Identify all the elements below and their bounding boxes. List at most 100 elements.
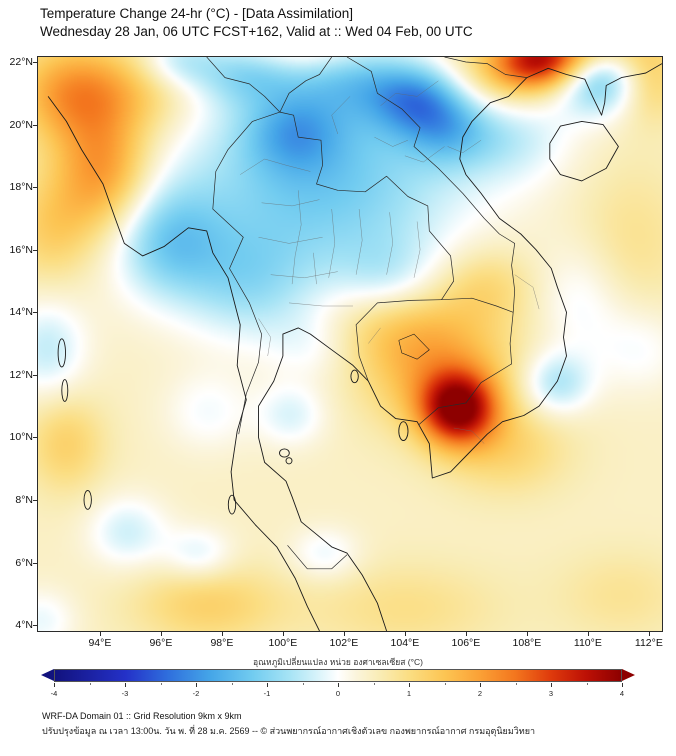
y-axis-tick-label: 10°N [9,431,33,444]
x-axis-tick-label: 106°E [451,637,481,649]
x-axis-tick [587,631,589,636]
colorbar-tick-label: 2 [477,689,483,698]
colorbar-minor-tick [160,683,162,685]
y-axis-tick-label: 12°N [9,368,33,381]
province-border [270,271,338,279]
map-plot-area [37,56,663,632]
island-outline [279,448,290,458]
colorbar-tick-label: -2 [192,689,200,698]
y-axis-tick [33,437,38,439]
x-axis-tick-label: 108°E [512,637,542,649]
island-outline [285,457,293,465]
x-axis-tick-label: 100°E [268,637,298,649]
province-border [258,236,323,244]
province-border [291,190,302,285]
country-border [418,312,514,426]
colorbar-tick [125,683,126,687]
province-border [374,136,408,147]
figure-title: Temperature Change 24-hr (°C) - [Data As… [40,6,354,21]
coastline [258,63,662,631]
figure-subtitle: Wednesday 28 Jan, 06 UTC FCST+162, Valid… [40,24,473,39]
x-axis-tick-label: 94°E [88,637,112,649]
y-axis-tick-label: 4°N [15,619,33,632]
x-axis-tick-label: 98°E [210,637,234,649]
x-axis-tick-label: 102°E [329,637,359,649]
colorbar-title: อุณหภูมิเปลี่ยนแปลง หน่วย องศาเซลเซียส (… [253,657,423,667]
country-border [346,57,516,313]
colorbar-minor-tick [231,683,233,685]
country-border [441,297,514,313]
colorbar-minor-tick [586,683,588,685]
province-border [447,140,482,153]
colorbar-tick [196,683,197,687]
colorbar-tick-label: 4 [619,689,625,698]
province-border [514,274,540,310]
island-outline [398,421,409,441]
island-outline [61,379,69,402]
coastline [549,120,619,182]
colorbar-tick-label: 1 [406,689,412,698]
y-axis-tick-label: 20°N [9,118,33,131]
footer-credit-thai: ปรับปรุงข้อมูล ณ เวลา 13:00น. วัน พ. ที่… [42,726,536,736]
y-axis-tick [33,249,38,251]
colorbar-minor-tick [89,683,91,685]
province-border [386,212,393,275]
y-axis-tick [33,625,38,627]
colorbar-minor-tick [444,683,446,685]
x-axis-tick [404,631,406,636]
x-axis-tick [526,631,528,636]
province-border [453,427,485,444]
footer-domain-info: WRF-DA Domain 01 :: Grid Resolution 9km … [42,711,242,721]
country-border [355,299,442,382]
y-axis-tick [33,187,38,189]
province-border [413,221,421,278]
province-border [313,252,317,285]
x-axis-tick [99,631,101,636]
y-axis-tick [33,62,38,63]
y-axis-tick-label: 22°N [9,56,33,68]
y-axis-tick-label: 18°N [9,181,33,194]
colorbar-minor-tick [373,683,375,685]
colorbar-tick [54,683,55,687]
province-border [404,146,445,163]
y-axis-tick-label: 8°N [15,493,33,506]
x-axis-tick [282,631,284,636]
province-border [380,80,439,106]
map-outline-overlay [47,57,662,631]
y-axis-tick [33,374,38,376]
colorbar-tick [267,683,268,687]
country-border [279,57,332,113]
island-outline [350,369,359,384]
colorbar-tick [551,683,552,687]
x-axis-tick-label: 96°E [149,637,173,649]
y-axis-tick [33,124,38,126]
province-border [331,96,351,135]
province-border [258,318,271,357]
lake-outline [398,333,430,360]
province-border [288,302,353,307]
country-border [287,545,348,570]
province-border [240,158,311,175]
x-axis-tick [465,631,467,636]
country-border [212,111,281,435]
province-border [261,199,320,207]
province-border [328,208,336,278]
island-outline [83,490,92,510]
island-outline [57,338,66,368]
y-axis-tick [33,562,38,564]
colorbar-minor-tick [302,683,304,685]
x-axis-tick-label: 112°E [634,637,663,649]
colorbar-tick [338,683,339,687]
colorbar-tick-label: -1 [263,689,271,698]
colorbar-minor-tick [515,683,517,685]
x-axis-tick [648,631,650,636]
colorbar-tick-label: 3 [548,689,554,698]
y-axis-tick-label: 6°N [15,556,33,569]
y-axis-tick [33,499,38,501]
colorbar-tick-label: 0 [335,689,341,698]
y-axis-tick-label: 14°N [9,306,33,319]
x-axis-tick-label: 104°E [390,637,420,649]
province-border [368,327,381,344]
colorbar-tick-label: -3 [121,689,129,698]
